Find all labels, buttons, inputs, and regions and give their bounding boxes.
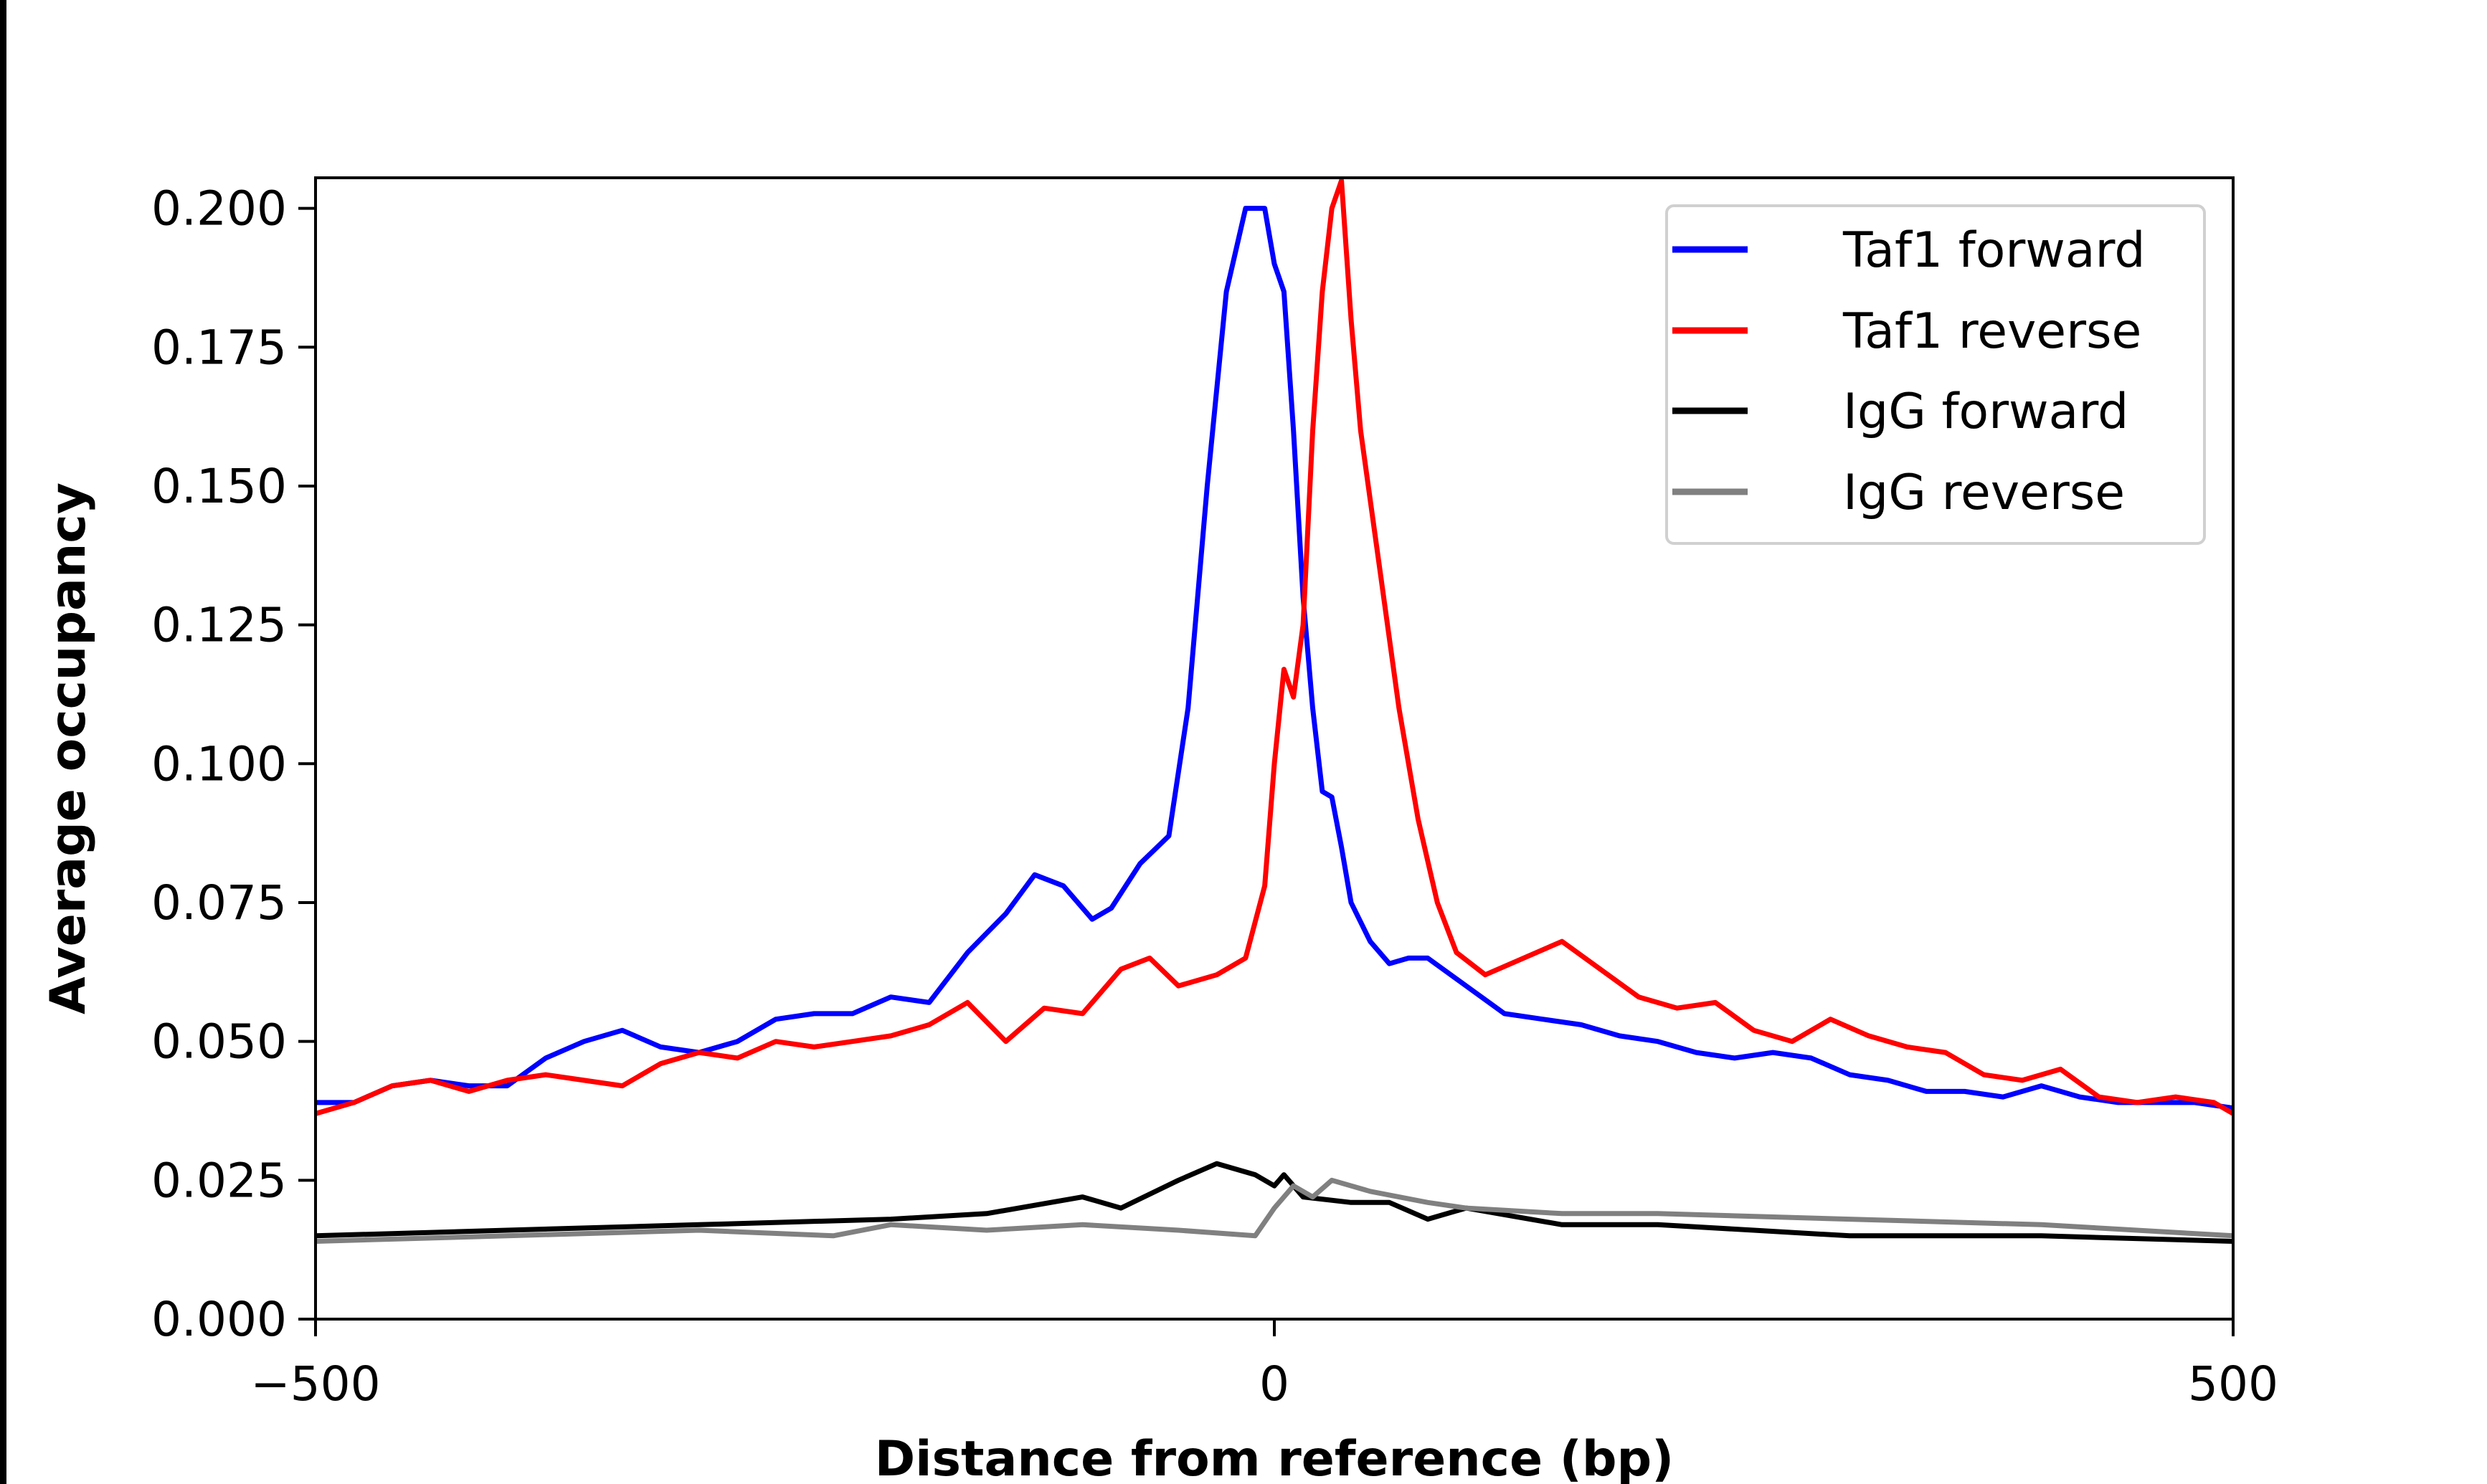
- series-line-igg-reverse: [315, 1177, 2234, 1244]
- legend-item: IgG forward: [1672, 384, 2128, 440]
- y-axis-label: Average occupancy: [40, 482, 97, 1014]
- x-tick-label: 500: [2188, 1356, 2278, 1412]
- y-tick-label: 0.100: [151, 736, 287, 791]
- x-axis-label: Distance from reference (bp): [875, 1431, 1674, 1484]
- plot-frame: [314, 176, 2235, 1321]
- y-tick-label: 0.150: [151, 459, 287, 514]
- y-axis-ticks: 0.000 0.025 0.050 0.075 0.100 0.125 0.150 0.175…: [151, 181, 316, 1347]
- series-line-taf1-reverse: [315, 178, 2235, 1116]
- x-axis-ticks: −500 0 500: [250, 1319, 2278, 1412]
- left-border: [0, 0, 6, 1484]
- series-lines: [315, 178, 2235, 1244]
- y-tick-label: 0.175: [151, 320, 287, 375]
- y-tick-label: 0.000: [151, 1292, 287, 1347]
- y-tick-label: 0.025: [151, 1153, 287, 1208]
- series-line-taf1-forward: [316, 206, 2234, 1111]
- y-tick-label: 0.050: [151, 1014, 287, 1070]
- legend-label: IgG forward: [1843, 384, 2128, 440]
- legend-label: IgG reverse: [1843, 465, 2125, 521]
- x-tick-label: 0: [1259, 1356, 1289, 1412]
- series-line-igg-forward: [315, 1161, 2234, 1244]
- y-tick-label: 0.125: [151, 598, 287, 653]
- y-tick-label: 0.075: [151, 875, 287, 931]
- legend-item: Taf1 forward: [1672, 222, 2145, 279]
- legend-label: Taf1 reverse: [1842, 303, 2141, 360]
- legend-item: Taf1 reverse: [1672, 303, 2141, 360]
- legend-label: Taf1 forward: [1842, 222, 2145, 279]
- x-tick-label: −500: [250, 1356, 380, 1412]
- legend-item: IgG reverse: [1672, 465, 2125, 521]
- legend-box: [1665, 204, 2206, 545]
- legend: Taf1 forward Taf1 reverse IgG forward IgG r…: [1665, 204, 2206, 545]
- y-tick-label: 0.200: [151, 181, 287, 237]
